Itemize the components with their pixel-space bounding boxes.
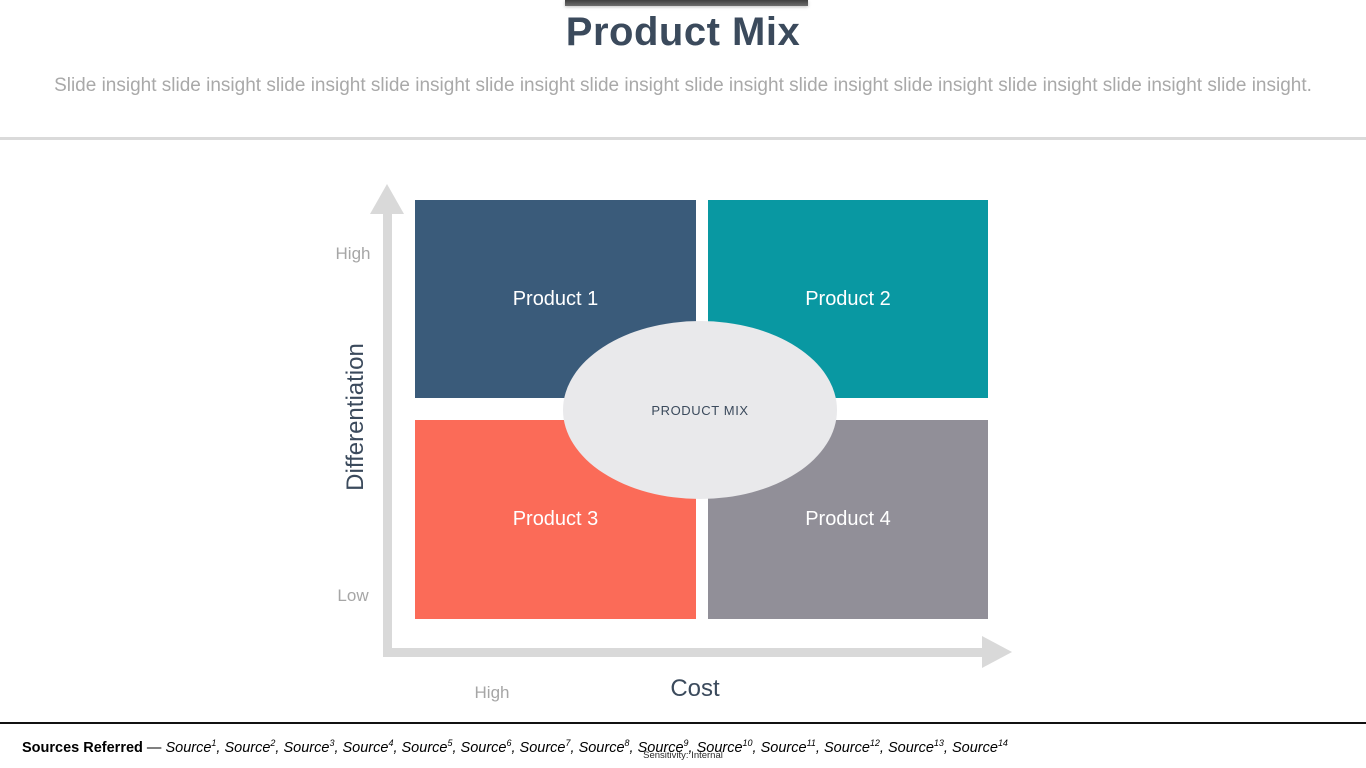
y-axis-high-label: High — [335, 244, 371, 263]
x-axis-arrowhead-icon — [982, 636, 1012, 668]
y-axis-title: Differentiation — [342, 343, 369, 491]
quadrant-label: Product 1 — [512, 287, 599, 310]
y-axis-arrowhead-icon — [370, 184, 404, 214]
footer-divider — [0, 722, 1366, 724]
sources-separator: — — [142, 739, 166, 756]
quadrant-label: Product 3 — [512, 508, 599, 530]
source-superscript: 3 — [329, 738, 335, 748]
source-superscript: 2 — [270, 738, 276, 748]
x-axis-title: Cost — [670, 675, 720, 702]
sources-list: Source1, Source2, Source3, Source4, Sour… — [165, 738, 1008, 756]
source-superscript: 11 — [806, 738, 816, 748]
y-axis-line — [383, 212, 392, 657]
source-superscript: 5 — [447, 738, 453, 748]
source-superscript: 7 — [565, 738, 571, 748]
source-superscript: 13 — [933, 738, 944, 748]
quadrant-label: Product 2 — [805, 287, 891, 310]
header-divider — [0, 137, 1366, 140]
source-superscript: 8 — [624, 738, 630, 748]
source-superscript: 1 — [211, 738, 217, 748]
x-axis-line — [383, 648, 982, 657]
source-superscript: 6 — [506, 738, 512, 748]
y-axis-low-label: Low — [337, 586, 369, 605]
source-superscript: 9 — [683, 738, 689, 748]
center-ellipse: PRODUCT MIX — [563, 321, 837, 499]
sources-heading: Sources Referred — [22, 739, 143, 756]
center-ellipse-label: PRODUCT MIX — [651, 402, 749, 418]
sensitivity-label: Sensitivity: Internal — [643, 750, 723, 761]
source-superscript: 12 — [869, 738, 880, 748]
sources-line: Sources Referred — Source1, Source2, Sou… — [22, 738, 1352, 756]
x-axis-high-label: High — [474, 683, 510, 702]
slide-subtitle: Slide insight slide insight slide insigh… — [54, 75, 1312, 96]
top-decoration-bar — [565, 0, 808, 6]
source-superscript: 10 — [742, 738, 753, 748]
quadrant-label: Product 4 — [805, 508, 891, 530]
source-superscript: 4 — [388, 738, 394, 748]
page-title: Product Mix — [565, 10, 801, 54]
source-superscript: 14 — [997, 738, 1008, 748]
